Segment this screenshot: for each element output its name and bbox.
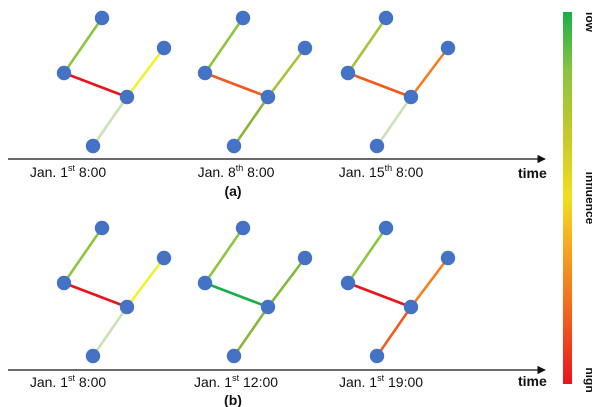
graph-edge bbox=[232, 306, 270, 357]
date-labels: Jan. 1st 8:00 Jan. 8th 8:00 Jan. 15th 8:00… bbox=[30, 163, 424, 390]
graph-node bbox=[119, 89, 135, 105]
graph-node bbox=[197, 275, 213, 291]
graph-edge bbox=[346, 227, 388, 284]
graph-node bbox=[297, 40, 313, 56]
graph-edge bbox=[91, 306, 129, 357]
snapshot-date-label: Jan. 8th 8:00 bbox=[198, 163, 275, 180]
time-label-b: time bbox=[518, 373, 547, 389]
graph-edge bbox=[232, 96, 270, 147]
graph-node bbox=[226, 138, 242, 154]
graph-snapshot bbox=[340, 10, 456, 154]
graph-node bbox=[56, 275, 72, 291]
graph-node bbox=[235, 10, 251, 26]
graph-node bbox=[94, 10, 110, 26]
snapshot-date-label: Jan. 1st 8:00 bbox=[30, 373, 107, 390]
graph-snapshot bbox=[197, 10, 313, 154]
time-label-a: time bbox=[518, 165, 547, 181]
graph-node bbox=[378, 10, 394, 26]
graph-node bbox=[235, 220, 251, 236]
graph-node bbox=[403, 89, 419, 105]
graph-snapshot bbox=[197, 220, 313, 364]
graph-node bbox=[340, 275, 356, 291]
graph-node bbox=[156, 40, 172, 56]
graph-node bbox=[260, 89, 276, 105]
graph-edge bbox=[63, 71, 128, 99]
graph-edge bbox=[266, 47, 307, 98]
colorbar-high-label: high bbox=[583, 367, 592, 392]
influence-colorbar bbox=[563, 12, 572, 384]
graph-edge bbox=[62, 17, 104, 74]
graph-edge bbox=[203, 227, 245, 284]
graph-edge bbox=[63, 281, 128, 309]
graph-edge bbox=[125, 257, 166, 308]
graph-edge bbox=[125, 47, 166, 98]
graph-node bbox=[378, 220, 394, 236]
graph-snapshot bbox=[340, 220, 456, 364]
graph-edge bbox=[347, 71, 412, 99]
graph-node bbox=[369, 138, 385, 154]
graph-snapshot bbox=[56, 10, 172, 154]
graph-node bbox=[85, 348, 101, 364]
graph-node bbox=[440, 40, 456, 56]
graph-edge bbox=[91, 96, 129, 147]
graph-node bbox=[226, 348, 242, 364]
graph-snapshots bbox=[56, 10, 456, 364]
graph-edge bbox=[203, 17, 245, 74]
graph-edge bbox=[204, 281, 269, 309]
graph-node bbox=[297, 250, 313, 266]
graph-edge bbox=[346, 17, 388, 74]
snapshot-date-label: Jan. 1st 19:00 bbox=[339, 373, 423, 390]
graph-edge bbox=[409, 47, 450, 98]
graph-node bbox=[94, 220, 110, 236]
graph-edge bbox=[409, 257, 450, 308]
graph-edge bbox=[347, 281, 412, 309]
graph-edge bbox=[375, 96, 413, 147]
graph-node bbox=[56, 65, 72, 81]
graph-node bbox=[156, 250, 172, 266]
graph-node bbox=[260, 299, 276, 315]
graph-node bbox=[197, 65, 213, 81]
panel-label-a: (a) bbox=[224, 183, 241, 199]
graph-node bbox=[403, 299, 419, 315]
colorbar-title: influence bbox=[583, 172, 592, 225]
graph-edge bbox=[266, 257, 307, 308]
graph-node bbox=[369, 348, 385, 364]
graph-edge bbox=[204, 71, 269, 99]
graph-node bbox=[119, 299, 135, 315]
snapshot-date-label: Jan. 15th 8:00 bbox=[339, 163, 424, 180]
graph-edge bbox=[375, 306, 413, 357]
graph-node bbox=[440, 250, 456, 266]
snapshot-date-label: Jan. 1st 8:00 bbox=[30, 163, 107, 180]
graph-node bbox=[340, 65, 356, 81]
snapshot-date-label: Jan. 1st 12:00 bbox=[194, 373, 278, 390]
graph-edge bbox=[62, 227, 104, 284]
colorbar-low-label: low bbox=[583, 12, 592, 33]
panel-label-b: (b) bbox=[224, 392, 242, 407]
graph-snapshot bbox=[56, 220, 172, 364]
graph-node bbox=[85, 138, 101, 154]
